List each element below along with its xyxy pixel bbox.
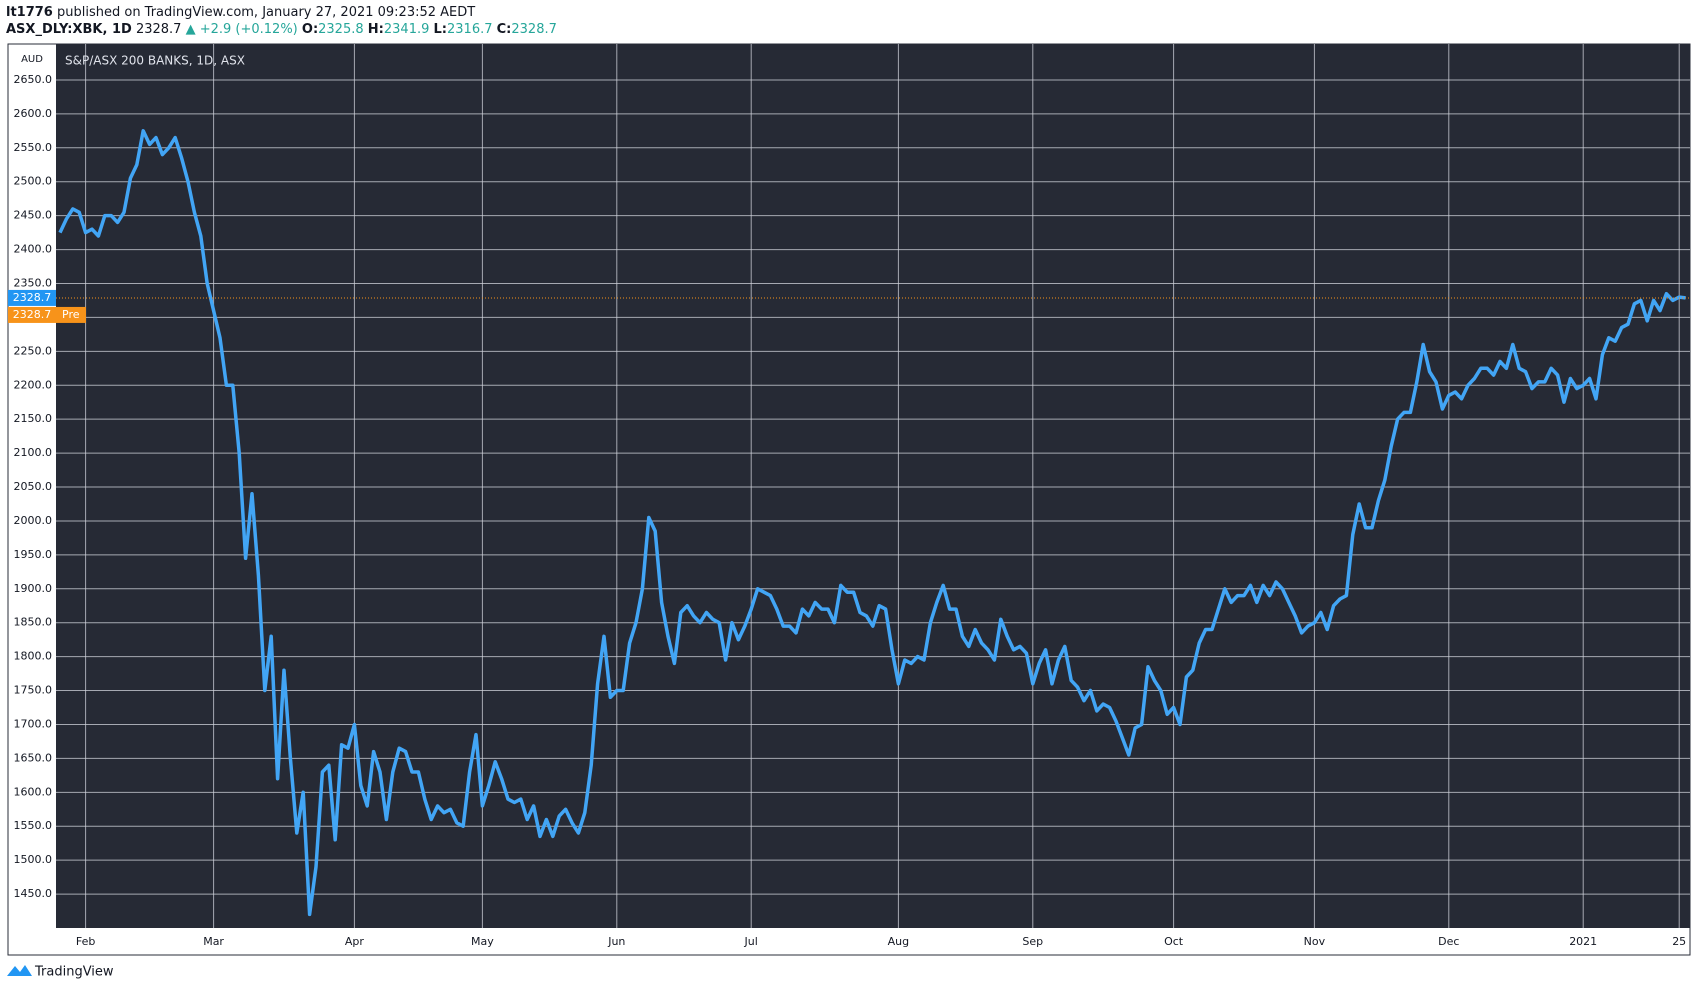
x-tick-label: Jul — [744, 935, 758, 948]
y-tick-label: 1850.0 — [14, 616, 53, 629]
y-tick-label: 2500.0 — [14, 175, 53, 188]
h-label: H: — [368, 22, 384, 37]
user: lt1776 — [6, 5, 53, 20]
plot-area — [56, 44, 1690, 928]
symbol-line: ASX_DLY:XBK, 1D 2328.7 ▲ +2.9 (+0.12%) O… — [6, 22, 557, 37]
y-tick-label: 2050.0 — [14, 480, 53, 493]
grid — [56, 44, 1690, 928]
chart-title: S&P/ASX 200 BANKS, 1D, ASX — [65, 54, 245, 68]
y-tick-label: 2100.0 — [14, 446, 53, 459]
pre-price-tag — [8, 306, 86, 323]
x-tick-label: Oct — [1164, 935, 1184, 948]
plot — [56, 129, 1690, 917]
x-tick-label: 2021 — [1569, 935, 1597, 948]
y-axis-label: AUD — [21, 54, 43, 65]
open: 2325.8 — [318, 22, 364, 37]
x-tick-label: Mar — [203, 935, 224, 948]
y-tick-label: 1950.0 — [14, 548, 53, 561]
brand-logo — [7, 965, 32, 976]
y-tick-label: 1650.0 — [14, 751, 53, 764]
x-tick-label: Aug — [888, 935, 909, 948]
y-tick-label: 2200.0 — [14, 378, 53, 391]
y-tick-label: 1900.0 — [14, 582, 53, 595]
pre-tag: Pre — [62, 308, 80, 321]
y-tick-label: 2400.0 — [14, 243, 53, 256]
x-tick-label: Nov — [1304, 935, 1326, 948]
y-tick-label: 2650.0 — [14, 73, 53, 86]
l-label: L: — [434, 22, 447, 37]
x-tick-label: Apr — [345, 935, 365, 948]
x-tick-label: Jun — [607, 935, 625, 948]
c-label: C: — [497, 22, 512, 37]
x-tick-label: May — [471, 935, 494, 948]
y-tick-label: 1500.0 — [14, 853, 53, 866]
y-tick-label: 1700.0 — [14, 717, 53, 730]
publisher: lt1776 published on TradingView.com, Jan… — [6, 5, 475, 20]
high: 2341.9 — [384, 22, 430, 37]
last-price-label: 2328.7 — [13, 291, 52, 304]
symbol: ASX_DLY:XBK, 1D — [6, 22, 132, 37]
brand: TradingView — [7, 965, 114, 980]
y-tick-label: 2450.0 — [14, 209, 53, 222]
y-tick-label: 1600.0 — [14, 785, 53, 798]
y-tick-label: 2150.0 — [14, 412, 53, 425]
x-tick-label: 25 — [1672, 935, 1686, 948]
y-tick-label: 2600.0 — [14, 107, 53, 120]
y-tick-label: 1800.0 — [14, 650, 53, 663]
x-tick-label: Dec — [1438, 935, 1459, 948]
y-tick-label: 2350.0 — [14, 276, 53, 289]
y-tick-label: 2250.0 — [14, 344, 53, 357]
close: 2328.7 — [511, 22, 557, 37]
y-tick-label: 1450.0 — [14, 887, 53, 900]
low: 2316.7 — [447, 22, 493, 37]
axes: 1450.0 1500.0 1550.0 1600.0 1650.0 1700.0 1750… — [8, 73, 1686, 948]
y-tick-label: 1750.0 — [14, 684, 53, 697]
change: ▲ +2.9 (+0.12%) — [186, 22, 298, 37]
y-tick-label: 2550.0 — [14, 141, 53, 154]
x-tick-label: Feb — [76, 935, 95, 948]
y-tick-label: 1550.0 — [14, 819, 53, 832]
o-label: O: — [302, 22, 318, 37]
published: published on TradingView.com, January 27… — [57, 5, 475, 20]
last-price-tag — [8, 289, 56, 306]
brand-name: TradingView — [34, 965, 114, 980]
price-line — [58, 129, 1686, 917]
price: 2328.7 — [136, 22, 182, 37]
pre-price-label: 2328.7 — [13, 308, 52, 321]
y-tick-label: 2000.0 — [14, 514, 53, 527]
x-tick-label: Sep — [1022, 935, 1043, 948]
